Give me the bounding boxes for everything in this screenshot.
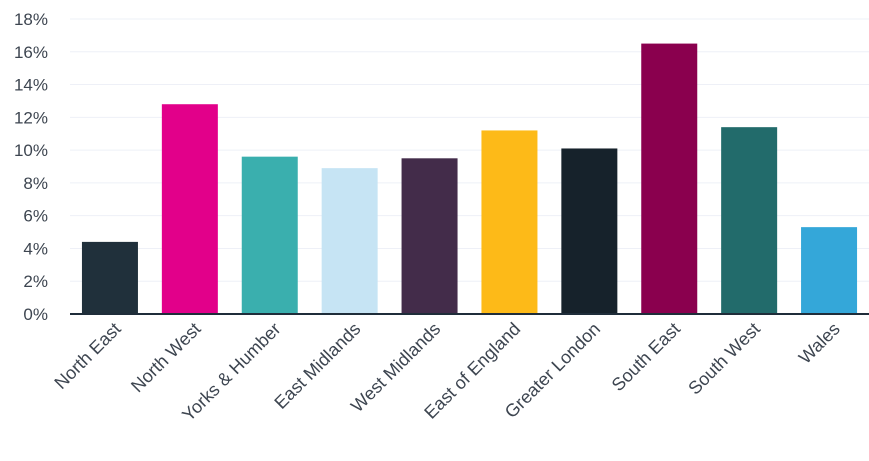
x-tick-label: South East [608,319,684,395]
x-tick-label: North West [127,319,205,397]
bar [401,158,458,314]
y-tick-label: 14% [14,76,48,95]
y-tick-label: 4% [23,239,48,258]
y-tick-label: 18% [14,10,48,29]
y-axis-ticks: 0% 2% 4% 6% 8% 10% 12% 14% 16% 18% [14,10,48,324]
x-tick-label: North East [50,319,124,393]
y-tick-label: 0% [23,305,48,324]
bar [481,130,538,314]
bars [81,43,858,315]
bar [81,241,138,314]
y-tick-label: 12% [14,108,48,127]
bar [721,127,778,315]
bar [801,227,858,314]
bar [561,148,618,314]
y-tick-label: 16% [14,43,48,62]
x-tick-label: Wales [795,319,844,368]
x-tick-label: South West [684,319,764,399]
bar [241,156,298,314]
y-tick-label: 10% [14,141,48,160]
y-tick-label: 8% [23,174,48,193]
bar [161,104,218,314]
y-tick-label: 6% [23,207,48,226]
bar [641,43,698,314]
y-tick-label: 2% [23,272,48,291]
bar [321,168,378,314]
